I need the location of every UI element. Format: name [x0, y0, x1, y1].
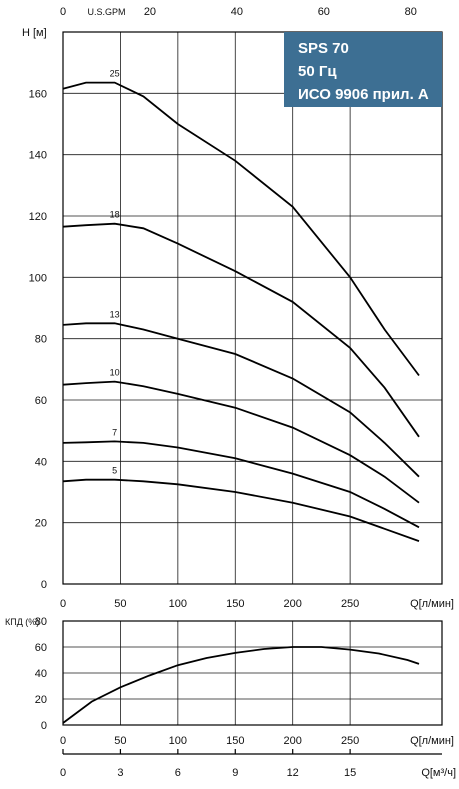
gpm-tick-label-40: 40 — [231, 6, 243, 18]
gpm-tick-label-20: 20 — [144, 6, 156, 18]
eff-tick-label-60: 60 — [35, 642, 47, 654]
stage-label-7: 7 — [112, 427, 117, 437]
h-tick-label-0: 0 — [41, 579, 47, 591]
head-curve-10 — [62, 380, 420, 504]
head-curve-25 — [62, 81, 420, 377]
model-info-line-2: 50 Гц — [298, 63, 337, 80]
head-curve-18 — [62, 222, 420, 438]
h-tick-label-40: 40 — [35, 456, 47, 468]
stage-label-10: 10 — [110, 368, 120, 378]
stage-label-18: 18 — [110, 210, 120, 220]
h-tick-label-20: 20 — [35, 518, 47, 530]
q-tick-label-250: 250 — [341, 598, 359, 610]
head-curve-5 — [62, 478, 420, 542]
model-info-line-1: SPS 70 — [298, 40, 349, 57]
h-tick-label-60: 60 — [35, 395, 47, 407]
gpm-tick-label-60: 60 — [318, 6, 330, 18]
q-tick-label-50: 50 — [114, 598, 126, 610]
gpm-axis-label: U.S.GPM — [87, 7, 125, 17]
h-tick-label-100: 100 — [29, 272, 47, 284]
eff-q-tick-label-50: 50 — [114, 735, 126, 747]
eff-q-tick-label-150: 150 — [226, 735, 244, 747]
stage-label-5: 5 — [112, 466, 117, 476]
eff-tick-label-80: 80 — [35, 616, 47, 628]
eff-frame — [62, 620, 443, 726]
stage-label-25: 25 — [110, 69, 120, 79]
eff-q-tick-label-0: 0 — [60, 735, 66, 747]
h-tick-label-120: 120 — [29, 211, 47, 223]
m3h-tick-label-3: 3 — [117, 767, 123, 779]
m3h-tick-label-9: 9 — [232, 767, 238, 779]
eff-tick-label-0: 0 — [41, 720, 47, 732]
gpm-tick-label-80: 80 — [405, 6, 417, 18]
q-tick-label-150: 150 — [226, 598, 244, 610]
h-tick-label-160: 160 — [29, 88, 47, 100]
eff-q-tick-label-200: 200 — [284, 735, 302, 747]
h-axis-label: H [м] — [22, 27, 47, 39]
efficiency-curve — [62, 646, 420, 724]
eff-q-tick-label-100: 100 — [169, 735, 187, 747]
q-tick-label-200: 200 — [284, 598, 302, 610]
eff-tick-label-20: 20 — [35, 694, 47, 706]
head-curve-7 — [62, 440, 420, 529]
m3h-tick-label-0: 0 — [60, 767, 66, 779]
gpm-tick-label-0: 0 — [60, 6, 66, 18]
h-tick-label-140: 140 — [29, 150, 47, 162]
m3h-tick-label-6: 6 — [175, 767, 181, 779]
head-curve-13 — [62, 322, 420, 478]
m3h-tick-label-15: 15 — [344, 767, 356, 779]
eff-axis-label: КПД (%) — [5, 617, 39, 627]
stage-label-13: 13 — [110, 309, 120, 319]
model-info-box — [284, 32, 442, 107]
model-info-line-3: ИСО 9906 прил. А — [298, 86, 429, 103]
m3h-tick-label-12: 12 — [287, 767, 299, 779]
q-axis-label: Q[л/мин] — [410, 598, 454, 610]
eff-q-tick-label-250: 250 — [341, 735, 359, 747]
h-tick-label-80: 80 — [35, 334, 47, 346]
q-tick-label-0: 0 — [60, 598, 66, 610]
eff-tick-label-40: 40 — [35, 668, 47, 680]
q-tick-label-100: 100 — [169, 598, 187, 610]
m3h-axis-label: Q[м³/ч] — [421, 767, 456, 779]
head-frame — [62, 31, 443, 585]
eff-q-axis-label: Q[л/мин] — [410, 735, 454, 747]
